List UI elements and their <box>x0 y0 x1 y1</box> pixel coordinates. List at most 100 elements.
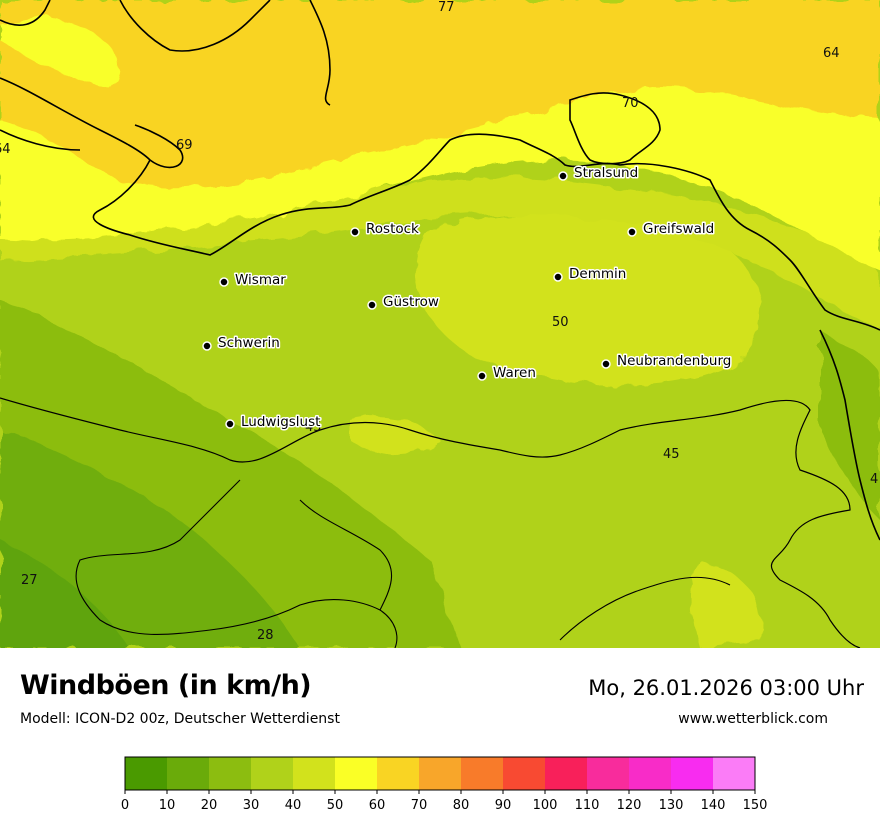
legend-swatch <box>503 757 546 790</box>
city-schwerin: Schwerin Schwerin <box>202 334 281 353</box>
legend-swatch <box>377 757 420 790</box>
legend-swatch <box>251 757 294 790</box>
city-dot <box>601 359 611 369</box>
city-neubrandenburg: Neubrandenburg Neubrandenburg <box>601 352 733 371</box>
legend-tick-label: 70 <box>411 798 428 813</box>
map-title: Windböen (in km/h) <box>20 670 312 701</box>
legend-swatch <box>587 757 630 790</box>
city-label: Wismar <box>235 272 286 288</box>
svg-text:Wismar: Wismar <box>235 272 286 288</box>
city-demmin: Demmin Demmin <box>553 265 628 284</box>
legend-tick-label: 130 <box>659 798 684 813</box>
svg-text:Waren: Waren <box>493 365 536 381</box>
value-label: 4 <box>870 472 878 487</box>
city-stralsund: Stralsund Stralsund <box>558 164 640 183</box>
wind-field <box>0 0 880 648</box>
legend-swatch <box>209 757 252 790</box>
legend-tick-label: 90 <box>495 798 512 813</box>
value-label: 27 <box>21 573 38 588</box>
legend-tick-label: 120 <box>617 798 642 813</box>
wind-gust-map: 77 64 69 64 70 50 45 45 27 28 4 Stralsun… <box>0 0 880 648</box>
city-dot <box>225 419 235 429</box>
denmark-coast <box>119 0 331 106</box>
zone-50-southeast <box>692 560 762 648</box>
legend-swatch <box>461 757 504 790</box>
city-label: Demmin <box>569 266 626 282</box>
city-label: Rostock <box>366 221 419 237</box>
value-label: 70 <box>622 96 639 111</box>
ruegen-coast <box>569 92 661 165</box>
zone-25-corner <box>0 540 130 648</box>
svg-text:Ludwigslust: Ludwigslust <box>241 414 320 430</box>
city-label: Stralsund <box>574 165 638 181</box>
map-canvas: 77 64 69 64 70 50 45 45 27 28 4 Stralsun… <box>0 0 880 648</box>
city-label: Güstrow <box>383 294 439 310</box>
district-border-se <box>559 576 731 641</box>
svg-text:Demmin: Demmin <box>569 266 626 282</box>
legend-tick-label: 110 <box>575 798 600 813</box>
legend-tick-label: 150 <box>743 798 768 813</box>
svg-text:Güstrow: Güstrow <box>383 294 439 310</box>
legend-tick-label: 50 <box>327 798 344 813</box>
city-label: Greifswald <box>643 221 714 237</box>
zone-50-centre <box>416 211 761 387</box>
district-borders-south <box>75 479 398 648</box>
legend-tick-label: 0 <box>121 798 129 813</box>
value-label: 69 <box>176 138 193 153</box>
borders <box>0 0 880 648</box>
value-label: 28 <box>257 628 274 643</box>
city-wismar: Wismar Wismar <box>219 271 288 290</box>
color-legend: 0 10 20 30 40 50 60 70 80 90 100 110 120 130 140 150 <box>121 756 768 813</box>
legend-swatch <box>671 757 714 790</box>
city-dot <box>558 171 568 181</box>
legend-swatch <box>713 757 756 790</box>
city-dot <box>350 227 360 237</box>
legend-frame <box>124 756 756 791</box>
legend-swatch <box>545 757 588 790</box>
city-label: Ludwigslust <box>241 414 320 430</box>
legend-tick-label: 30 <box>243 798 260 813</box>
city-dot <box>627 227 637 237</box>
svg-text:Stralsund: Stralsund <box>574 165 638 181</box>
city-guestrow: Güstrow Güstrow <box>367 293 440 312</box>
svg-text:Neubrandenburg: Neubrandenburg <box>617 353 731 369</box>
sea-zone-55-west <box>0 17 121 90</box>
city-dot <box>553 272 563 282</box>
city-dot <box>202 341 212 351</box>
legend-tick-label: 60 <box>369 798 386 813</box>
legend-tick-label: 80 <box>453 798 470 813</box>
city-label: Waren <box>493 365 536 381</box>
city-label: Schwerin <box>218 335 280 351</box>
model-subtitle: Modell: ICON-D2 00z, Deutscher Wetterdie… <box>20 711 340 727</box>
national-border-poland <box>819 329 880 541</box>
city-greifswald: Greifswald Greifswald <box>627 220 716 239</box>
coastline <box>0 77 880 331</box>
footer: Windböen (in km/h) Modell: ICON-D2 00z, … <box>0 648 880 830</box>
city-waren: Waren Waren <box>477 364 537 383</box>
value-label: 64 <box>0 142 11 157</box>
legend-tick-label: 40 <box>285 798 302 813</box>
legend-swatch <box>293 757 336 790</box>
value-label: 77 <box>438 0 455 15</box>
value-label: 45 <box>305 420 322 435</box>
forecast-datetime: Mo, 26.01.2026 03:00 Uhr <box>588 676 864 700</box>
value-label: 50 <box>552 315 569 330</box>
city-dot <box>219 277 229 287</box>
city-markers: Stralsund Stralsund Rostock Rostock Grei… <box>202 164 733 432</box>
legend-swatch <box>629 757 672 790</box>
legend-tick-label: 100 <box>533 798 558 813</box>
legend-tick-label: 140 <box>701 798 726 813</box>
sea-zone-70 <box>600 0 880 42</box>
legend-swatch <box>419 757 462 790</box>
state-border-south <box>0 397 861 648</box>
legend-tick-label: 20 <box>201 798 218 813</box>
city-dot <box>367 300 377 310</box>
sea-zone-65 <box>0 0 880 189</box>
value-label: 45 <box>663 447 680 462</box>
city-label: Neubrandenburg <box>617 353 731 369</box>
zone-50-patch <box>350 416 440 455</box>
value-labels: 77 64 69 64 70 50 45 45 27 28 4 <box>0 0 878 643</box>
website-link[interactable]: www.wetterblick.com <box>678 711 828 727</box>
legend-tick-label: 10 <box>159 798 176 813</box>
city-dot <box>477 371 487 381</box>
